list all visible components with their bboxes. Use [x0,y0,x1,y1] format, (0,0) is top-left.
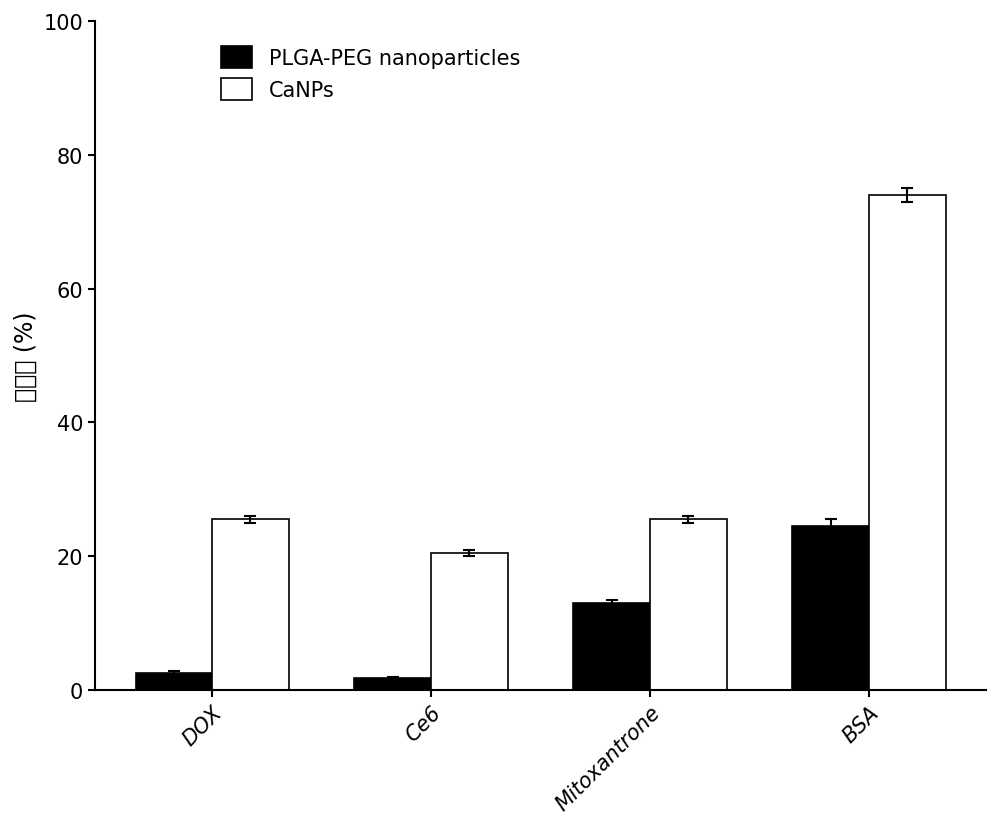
Y-axis label: 载药量 (%): 载药量 (%) [14,310,38,402]
Bar [650,520,727,691]
Bar [792,527,869,691]
Legend: PLGA-PEG nanoparticles, CaNPs: PLGA-PEG nanoparticles, CaNPs [212,39,528,109]
Bar [354,678,431,691]
Bar [573,604,650,691]
Bar [431,553,508,691]
Bar [212,520,289,691]
Bar [869,195,946,691]
Bar [136,674,212,691]
